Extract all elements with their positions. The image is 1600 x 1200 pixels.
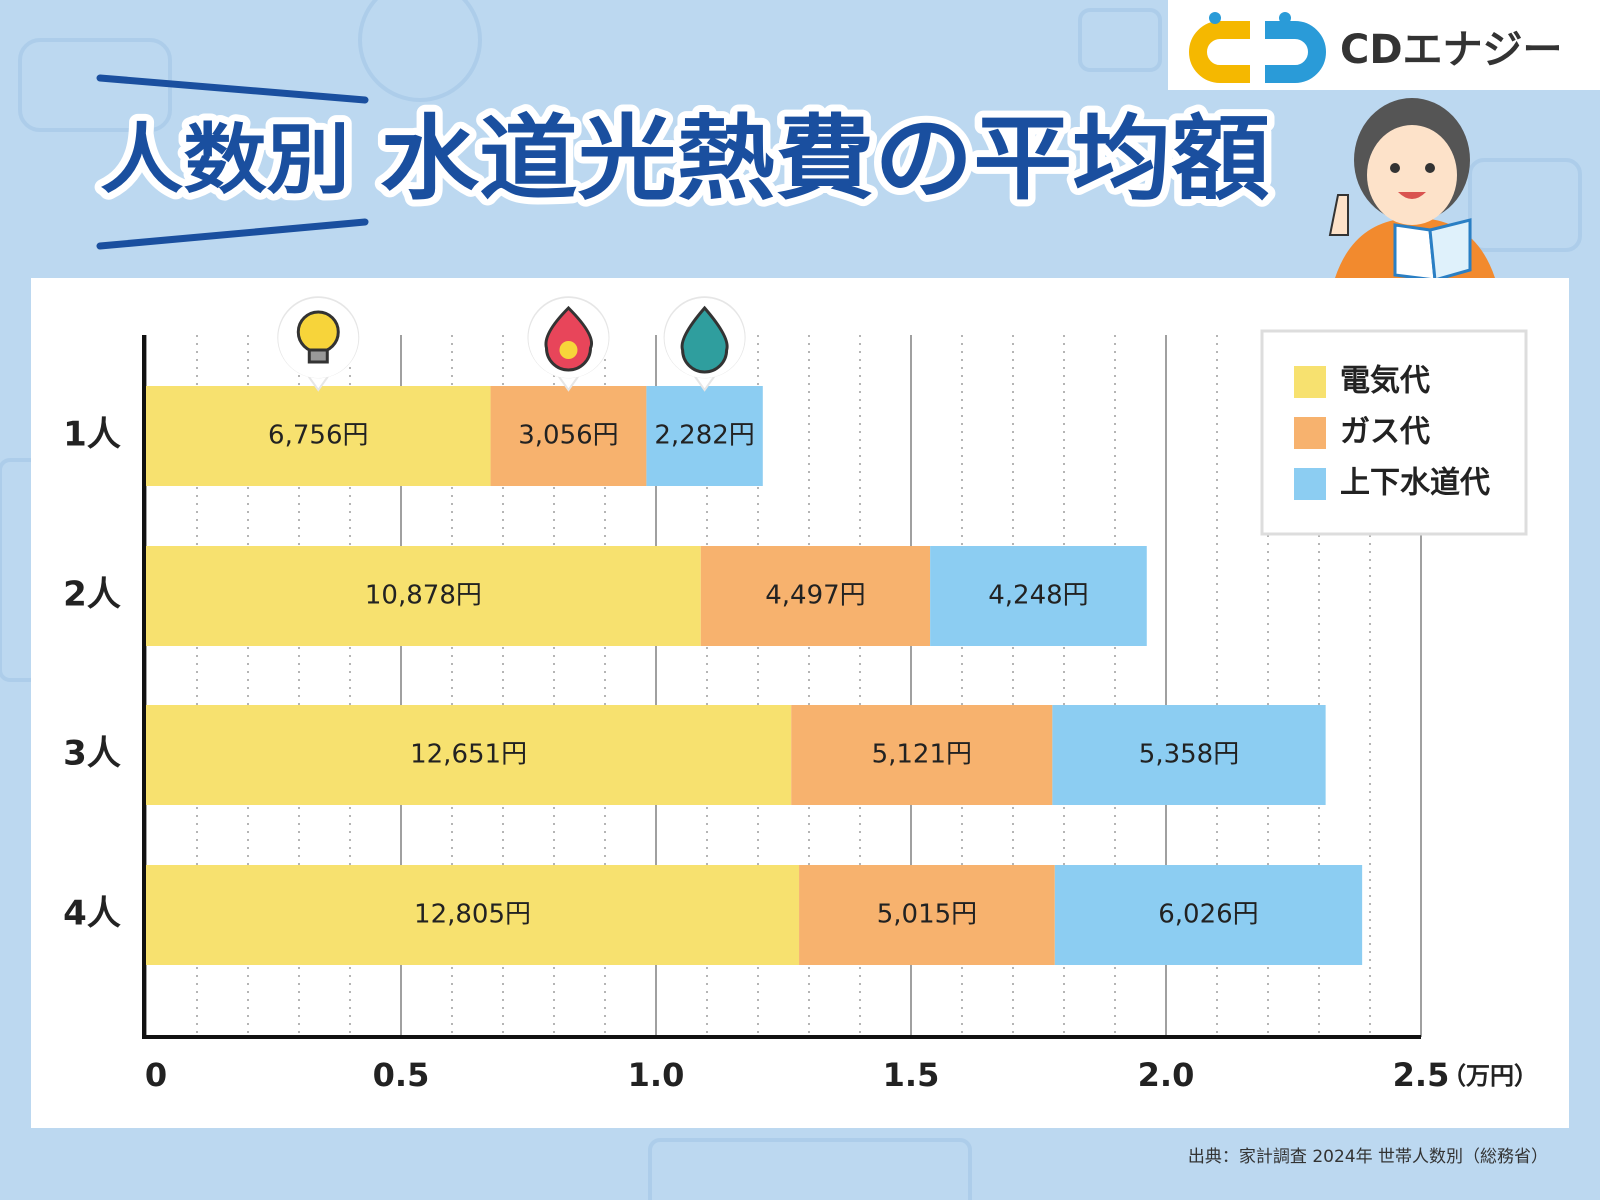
legend-label: 電気代 [1340, 364, 1430, 399]
bar-segment [799, 865, 1055, 965]
data-label: 4,497円 [765, 581, 865, 611]
data-label: 5,358円 [1139, 740, 1239, 770]
x-tick-label: 0 [145, 1056, 167, 1094]
logo: CDエナジー [1168, 0, 1600, 90]
x-tick-label: 2.5 [1393, 1056, 1450, 1094]
bulb-icon [296, 310, 340, 354]
data-label: 4,248円 [988, 581, 1088, 611]
x-axis-unit: （万円） [1442, 1062, 1538, 1090]
bar-segment [146, 865, 800, 965]
legend-swatch [1294, 417, 1326, 449]
flame-icon [559, 341, 578, 359]
title-prefix: 人数別 [100, 115, 350, 204]
y-tick-label: 2人 [63, 575, 121, 615]
title-decoration [96, 218, 369, 250]
bar-segment [791, 705, 1053, 805]
data-label: 5,015円 [877, 900, 977, 930]
bar-segment [146, 386, 491, 486]
bar-segment [700, 546, 931, 646]
series-icon [663, 296, 746, 392]
legend-swatch [1294, 366, 1326, 398]
series-icon [527, 296, 610, 392]
logo-text: CDエナジー [1340, 27, 1563, 73]
legend-label: 上下水道代 [1340, 466, 1490, 501]
bar-segment [646, 386, 763, 486]
bar-segment [146, 705, 792, 805]
flame-icon [544, 305, 593, 372]
x-tick-label: 1.5 [883, 1056, 940, 1094]
legend-swatch [1294, 468, 1326, 500]
bar-segment [490, 386, 647, 486]
title: 水道光熱費の平均額 [380, 105, 1270, 212]
data-label: 12,805円 [414, 900, 531, 930]
title-decoration [96, 74, 369, 104]
data-label: 6,026円 [1158, 900, 1258, 930]
bar-segment [930, 546, 1147, 646]
y-tick-label: 1人 [63, 415, 121, 455]
person-illustration [1328, 98, 1495, 282]
x-tick-label: 0.5 [373, 1056, 430, 1094]
x-tick-label: 1.0 [628, 1056, 685, 1094]
legend-label: ガス代 [1340, 415, 1430, 450]
data-label: 3,056円 [518, 421, 618, 451]
plot: 0 0.5 1.0 1.5 2.0 2.5（万円） 1人 6,756円 3,056円 2,282円… [63, 296, 1538, 1094]
source: 出典：家計調査 2024年 世帯人数別（総務省） [1188, 1147, 1548, 1167]
series-icon [277, 296, 360, 392]
x-tick-label: 2.0 [1138, 1056, 1195, 1094]
bulb-icon [307, 348, 329, 364]
bar-segment [1052, 705, 1326, 805]
data-label: 10,878円 [365, 581, 482, 611]
y-tick-label: 4人 [63, 894, 121, 934]
data-label: 6,756円 [268, 421, 368, 451]
bar-segment [1054, 865, 1363, 965]
y-tick-label: 3人 [63, 734, 121, 774]
data-label: 5,121円 [872, 740, 972, 770]
data-label: 2,282円 [654, 421, 754, 451]
bar-segment [146, 546, 701, 646]
drop-icon [680, 305, 729, 374]
data-label: 12,651円 [410, 740, 527, 770]
